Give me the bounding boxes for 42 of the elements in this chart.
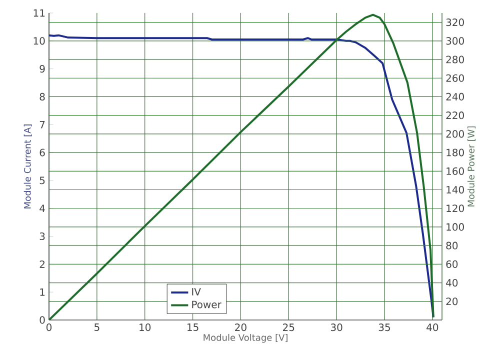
- legend-label: Power: [192, 300, 222, 308]
- y2-tick-label: 300: [446, 37, 464, 45]
- legend-label: IV: [192, 288, 201, 296]
- y2-axis-title: Module Power [W]: [467, 126, 476, 206]
- y2-tick-label: 60: [446, 260, 458, 268]
- y-tick-label: 5: [40, 176, 45, 184]
- y2-tick-label: 140: [446, 186, 464, 194]
- y2-tick-label: 260: [446, 74, 464, 82]
- y2-tick-label: 120: [446, 204, 464, 212]
- y-tick-label: 0: [40, 316, 45, 324]
- y-tick-label: 1: [40, 288, 45, 296]
- x-tick-label: 30: [330, 324, 342, 332]
- y2-tick-label: 280: [446, 56, 464, 64]
- y-tick-label: 11: [34, 9, 45, 17]
- y2-tick-label: 40: [446, 278, 458, 287]
- y2-tick-label: 200: [446, 130, 464, 138]
- y-axis-title: Module Current [A]: [24, 124, 32, 208]
- y2-tick-label: 180: [446, 148, 464, 156]
- y-tick-label: 8: [40, 92, 45, 101]
- y-tick-label: 10: [34, 37, 45, 45]
- y-tick-label: 6: [40, 148, 45, 156]
- y-tick-label: 9: [40, 65, 45, 73]
- y-tick-label: 3: [40, 232, 45, 240]
- x-tick-label: 35: [378, 324, 390, 332]
- x-tick-label: 25: [283, 324, 294, 332]
- x-tick-label: 0: [46, 324, 52, 332]
- y2-tick-label: 160: [446, 167, 464, 175]
- x-tick-label: 15: [188, 324, 198, 331]
- x-tick-label: 40: [426, 324, 438, 332]
- x-tick-label: 20: [235, 324, 246, 332]
- x-axis-title: Module Voltage [V]: [204, 334, 288, 343]
- y-tick-label: 7: [40, 120, 45, 128]
- x-tick-label: 5: [94, 324, 100, 331]
- y2-tick-label: 220: [446, 112, 464, 120]
- y2-tick-label: 320: [446, 18, 464, 26]
- y-tick-label: 4: [40, 204, 45, 212]
- y-tick-label: 2: [40, 260, 44, 268]
- y2-tick-label: 100: [446, 223, 464, 231]
- y2-tick-label: 240: [446, 92, 464, 101]
- y2-tick-label: 20: [446, 298, 458, 306]
- y2-tick-label: 80: [446, 242, 458, 250]
- x-tick-label: 10: [140, 324, 151, 332]
